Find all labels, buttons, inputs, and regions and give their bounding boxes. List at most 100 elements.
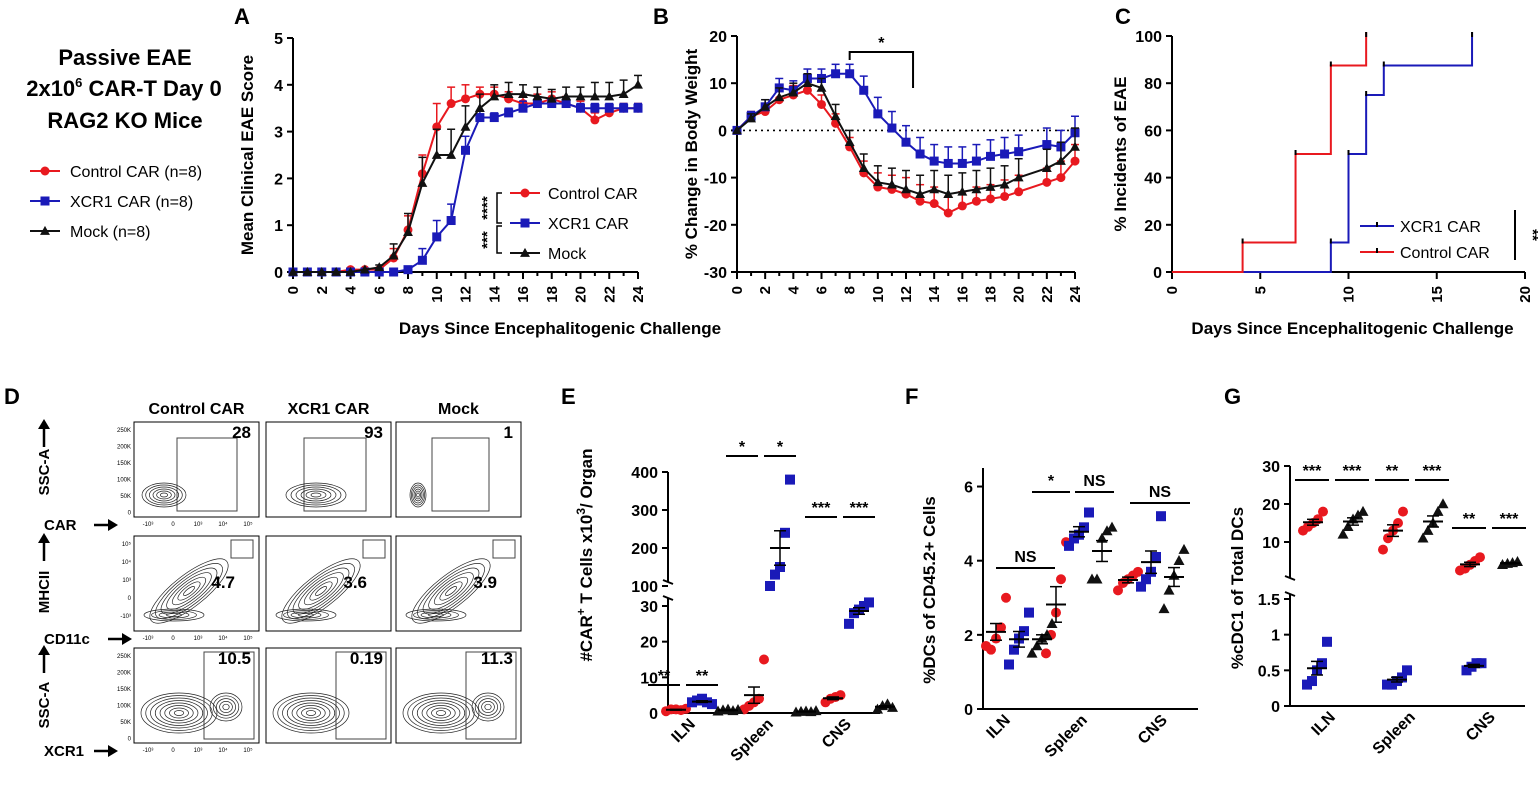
data-point [775,562,785,572]
data-point [518,103,528,113]
data-point [915,149,925,159]
data-point [817,99,826,109]
flow-contour [305,710,317,716]
flow-y-arrowhead [38,645,50,655]
flow-column-title: Control CAR [149,401,245,418]
flow-tick-label: 200K [117,671,131,677]
flow-contour [152,488,176,502]
flow-tick-label: 10⁴ [218,635,228,642]
sig-bracket [496,225,502,254]
data-point [359,264,370,274]
data-point [873,109,883,119]
flow-contour [298,572,344,610]
sig-stars: NS [1083,473,1106,490]
data-point [971,184,982,194]
flow-contour [166,613,182,617]
flow-gate-value: 0.19 [350,649,383,668]
data-point [732,704,744,715]
data-point [1402,665,1412,676]
y-tick-label: 20 [709,29,727,46]
y-axis-label: %DCs of CD45.2+ Cells [920,496,939,684]
flow-gate-value: 11.3 [481,649,513,668]
flow-contour [282,697,340,729]
category-label: ILN [669,716,699,746]
flow-contour [154,700,204,726]
data-point [1041,648,1051,659]
y-tick-label: 1 [1271,628,1280,645]
flow-y-axis-label: SSC-A [36,681,53,728]
data-point [1001,592,1011,603]
y-tick-label: 40 [1144,171,1162,188]
flow-contour [159,492,169,498]
data-point [403,265,413,275]
data-point [1004,659,1014,670]
flow-contour [160,567,218,615]
flow-contour [420,611,452,619]
category-label: Spleen [1370,709,1419,758]
flow-y-axis-label: MHCII [36,571,53,614]
data-point [1070,156,1080,166]
data-point [374,262,385,272]
data-point [1141,574,1151,585]
data-point [1041,162,1052,172]
x-tick-label: 0 [1164,286,1181,294]
x-axis-label: Days Since Encephalitogenic Challenge [1191,319,1513,338]
data-point [1014,147,1024,157]
y-tick-label: 80 [1144,76,1162,93]
data-point [929,184,940,194]
flow-contour [143,608,205,622]
x-tick-label: 8 [842,286,859,294]
data-point [844,618,854,629]
y-tick-label: 1.5 [1258,592,1280,609]
sig-stars: *** [1423,463,1442,480]
data-point [759,654,769,665]
y-tick-label: 2 [964,628,973,645]
flow-tick-label: 100K [117,478,131,484]
x-tick-label: 14 [486,285,503,302]
legend-label: Mock [548,246,587,263]
flow-contour [428,613,444,617]
data-point [830,111,841,121]
panel-label-c: C [1115,4,1131,29]
flow-tick-label: 10⁵ [243,747,253,754]
data-point [1055,155,1066,165]
flow-gate [465,651,517,740]
data-point [461,145,470,155]
data-point [1013,172,1024,182]
y-tick-label: 20 [1262,497,1280,514]
data-point [1322,636,1332,647]
data-point [1056,574,1066,585]
y-tick-label: 300 [631,503,658,520]
flow-contour [292,567,350,615]
y-tick-label: -20 [704,218,727,235]
category-label: CNS [1135,712,1171,748]
x-tick-label: 22 [1039,286,1056,303]
y-tick-label: 4 [964,554,973,571]
flow-tick-label: 10³ [122,578,131,584]
category-label: ILN [984,712,1014,742]
data-point [532,91,543,101]
flow-tick-label: 0 [171,522,175,528]
y-axis-label: Mean Clinical EAE Score [238,55,257,255]
y-tick-label: 0 [274,265,283,282]
data-point [446,216,456,226]
sig-stars: NS [1014,549,1037,566]
flow-tick-label: 50K [120,720,131,726]
data-point [1014,187,1024,197]
legend-label: Control CAR [548,186,638,203]
data-point [345,266,356,276]
flow-contour [209,692,243,722]
flow-contour [272,692,350,734]
flow-gate [303,437,367,512]
side-legend-label: Control CAR (n=8) [70,164,202,181]
data-point [460,121,471,131]
data-point [1158,603,1170,614]
flow-tick-label: 0 [128,737,132,743]
data-point [417,177,428,187]
flow-tick-label: 10³ [194,636,203,642]
flow-contour [309,581,333,601]
sig-stars: *** [1303,463,1322,480]
flow-contour [303,576,339,606]
flow-contour [402,692,480,734]
sig-bracket [848,51,915,88]
